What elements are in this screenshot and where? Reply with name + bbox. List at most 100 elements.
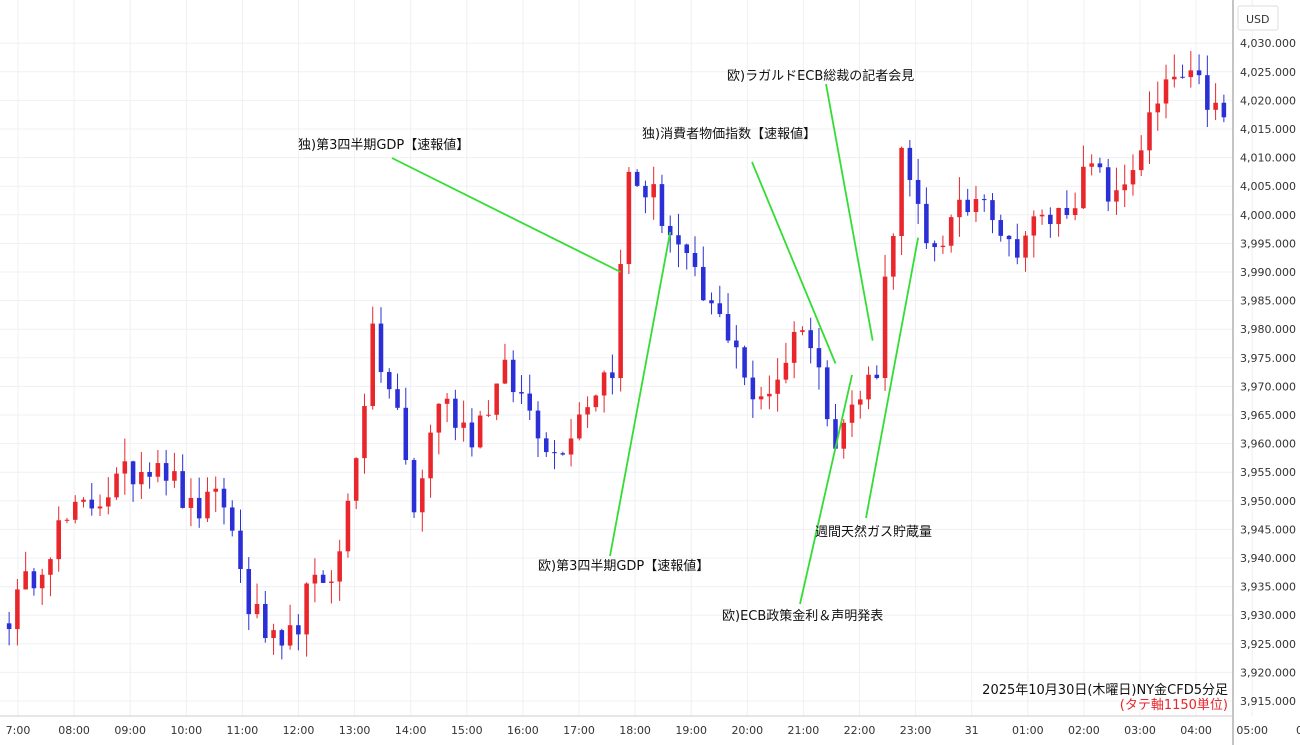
candle-body bbox=[1089, 163, 1094, 167]
candle-body bbox=[1147, 112, 1152, 151]
grid bbox=[0, 0, 1253, 716]
candle-body bbox=[651, 184, 656, 198]
candle-body bbox=[568, 438, 574, 455]
candle-body bbox=[510, 359, 516, 393]
candle-body bbox=[535, 410, 541, 439]
x-tick-label: 04:00 bbox=[1180, 724, 1212, 737]
candle-body bbox=[1048, 214, 1053, 225]
y-tick-label: 3,930.000 bbox=[1240, 609, 1296, 622]
annotation-line bbox=[799, 374, 853, 605]
candle-body bbox=[1163, 79, 1169, 104]
candle-body bbox=[72, 501, 78, 520]
x-tick-label: 18:00 bbox=[619, 724, 651, 737]
y-tick-label: 3,950.000 bbox=[1240, 495, 1296, 508]
annotation-label: 欧)ラガルドECB総裁の記者会見 bbox=[727, 68, 914, 84]
candle-body bbox=[420, 478, 425, 513]
x-tick-label: 14:00 bbox=[395, 724, 427, 737]
y-tick-label: 3,990.000 bbox=[1240, 266, 1296, 279]
candle-body bbox=[915, 179, 921, 204]
candle-body bbox=[1072, 208, 1078, 216]
x-tick-label: 08:00 bbox=[58, 724, 90, 737]
candle-body bbox=[469, 422, 475, 448]
y-tick-label: 4,000.000 bbox=[1240, 209, 1296, 222]
candle-body bbox=[841, 422, 847, 449]
candle-body bbox=[329, 581, 334, 583]
candle-body bbox=[477, 415, 483, 448]
candle-body bbox=[692, 253, 698, 267]
annotation-label: 独)第3四半期GDP【速報値】 bbox=[298, 137, 469, 153]
currency-box bbox=[1237, 5, 1279, 31]
candle-body bbox=[353, 458, 359, 501]
candle-body bbox=[808, 330, 813, 349]
candle-body bbox=[486, 414, 491, 416]
x-tick-label: 19:00 bbox=[675, 724, 707, 737]
candle-body bbox=[1205, 75, 1210, 110]
candle-body bbox=[15, 589, 20, 630]
annotations: 独)第3四半期GDP【速報値】欧)第3四半期GDP【速報値】 独)消費者物価指数【… bbox=[298, 68, 932, 624]
candle-body bbox=[312, 574, 318, 584]
candle-body bbox=[395, 389, 400, 408]
candle-body bbox=[1138, 150, 1144, 171]
annotation-line bbox=[751, 161, 837, 364]
candle-body bbox=[1097, 163, 1103, 168]
candle-body bbox=[31, 571, 37, 589]
candle-body bbox=[130, 461, 136, 485]
candle-body bbox=[684, 244, 690, 254]
candle-body bbox=[791, 331, 797, 363]
candle-body bbox=[965, 199, 970, 213]
annotation-line bbox=[609, 231, 672, 557]
candle-body bbox=[196, 497, 202, 519]
candle-body bbox=[676, 235, 681, 245]
candle-body bbox=[750, 377, 756, 400]
y-tick-label: 4,020.000 bbox=[1240, 94, 1296, 107]
candle-body bbox=[1196, 70, 1202, 76]
candle-body bbox=[56, 520, 61, 560]
candle-body bbox=[767, 393, 772, 397]
candle-body bbox=[304, 583, 309, 635]
annotation-label: 欧)第3四半期GDP【速報値】 bbox=[538, 558, 709, 574]
candle-body bbox=[345, 500, 351, 552]
candle-body bbox=[899, 147, 904, 237]
candle-body bbox=[957, 199, 962, 218]
candle-body bbox=[411, 460, 417, 513]
candle-body bbox=[1015, 239, 1020, 258]
x-tick-label: 22:00 bbox=[844, 724, 876, 737]
candle-body bbox=[139, 472, 144, 485]
candle-body bbox=[775, 379, 780, 394]
candle-body bbox=[163, 463, 169, 481]
candle-body bbox=[948, 217, 954, 246]
candle-body bbox=[6, 623, 12, 630]
candle-body bbox=[1105, 167, 1111, 202]
candle-body bbox=[188, 497, 194, 508]
candle-body bbox=[23, 571, 28, 590]
y-tick-label: 3,975.000 bbox=[1240, 352, 1296, 365]
x-tick-label: 01:00 bbox=[1012, 724, 1044, 737]
candle-body bbox=[1023, 235, 1028, 258]
candle-body bbox=[502, 359, 508, 384]
x-tick-label: 7:00 bbox=[6, 724, 31, 737]
candle-body bbox=[990, 200, 995, 221]
candle-body bbox=[428, 432, 433, 479]
candle-body bbox=[560, 453, 566, 455]
candle-body bbox=[263, 603, 268, 639]
candle-body bbox=[783, 362, 789, 380]
candle-body bbox=[758, 396, 764, 400]
y-tick-label: 4,025.000 bbox=[1240, 66, 1296, 79]
x-tick-label: 10:00 bbox=[170, 724, 202, 737]
candle-body bbox=[601, 372, 607, 396]
candle-body bbox=[973, 199, 979, 213]
candle-body bbox=[1213, 102, 1218, 110]
candle-body bbox=[824, 367, 830, 420]
candle-body bbox=[1221, 102, 1227, 118]
y-tick-label: 3,955.000 bbox=[1240, 466, 1296, 479]
candle-body bbox=[1031, 216, 1037, 236]
candle-body bbox=[362, 406, 367, 459]
candle-body bbox=[296, 625, 301, 635]
candle-body bbox=[122, 461, 128, 474]
candle-body bbox=[279, 630, 285, 646]
candle-body bbox=[229, 507, 235, 531]
candle-body bbox=[858, 399, 863, 405]
candle-body bbox=[155, 463, 161, 477]
candle-body bbox=[81, 499, 86, 502]
y-tick-label: 3,995.000 bbox=[1240, 237, 1296, 250]
